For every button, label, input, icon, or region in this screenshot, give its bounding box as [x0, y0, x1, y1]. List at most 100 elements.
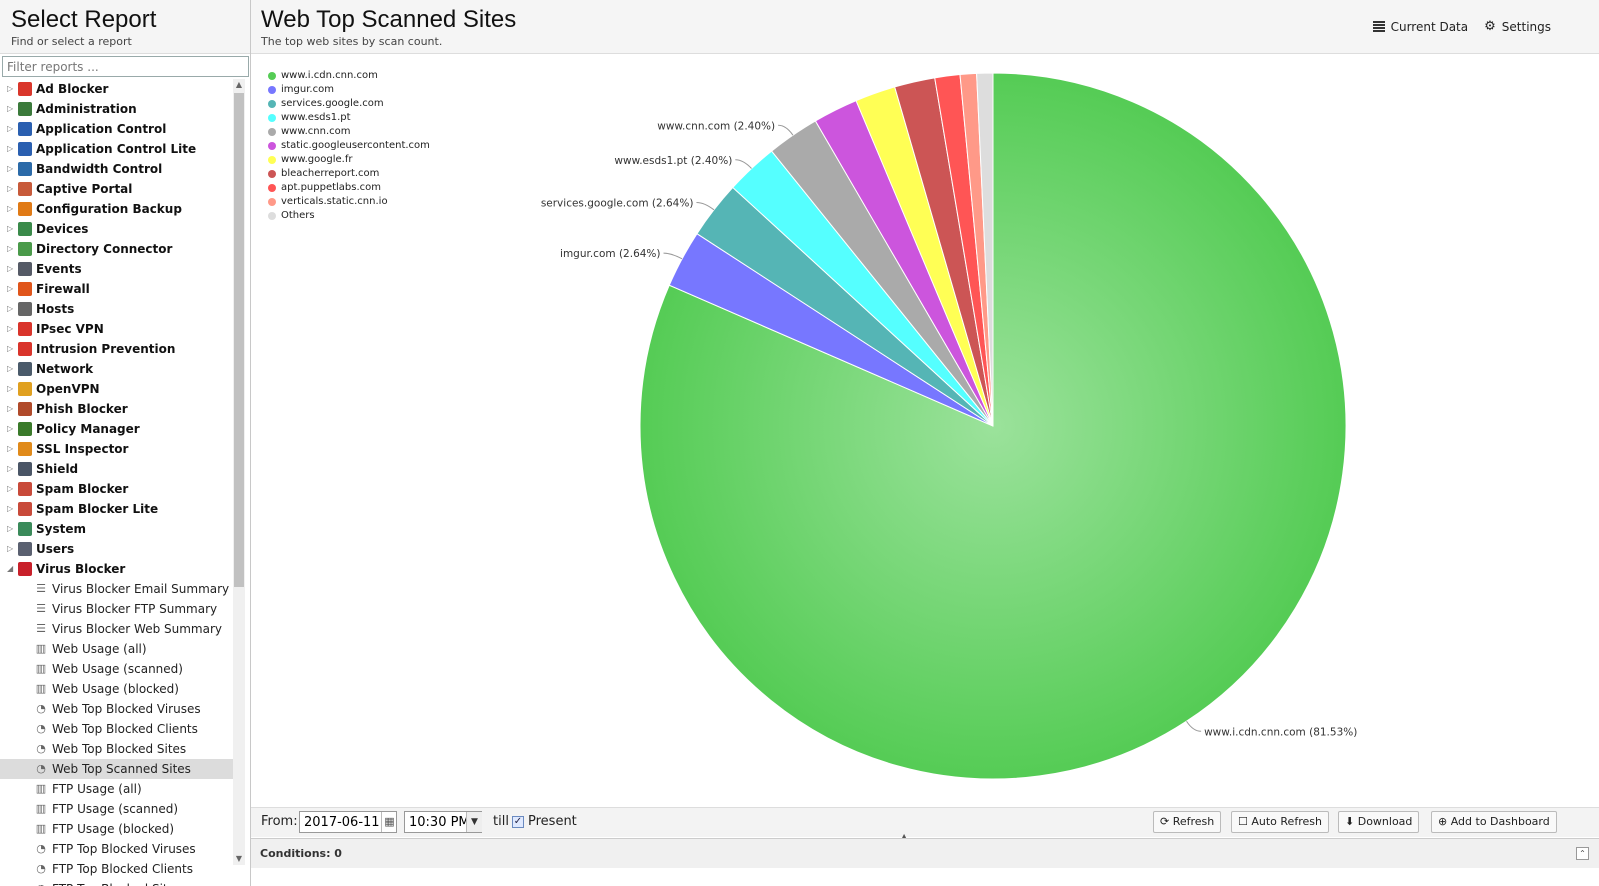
tree-report-item[interactable]: ◔ FTP Top Blocked Clients: [0, 859, 236, 879]
tree-category[interactable]: ▷ Bandwidth Control: [0, 159, 236, 179]
legend-item[interactable]: www.esds1.pt: [268, 111, 430, 125]
scroll-down-icon[interactable]: ▼: [235, 854, 243, 863]
download-button[interactable]: ⬇ Download: [1338, 811, 1420, 833]
expand-arrow-icon[interactable]: ▷: [7, 524, 14, 533]
legend-item[interactable]: apt.puppetlabs.com: [268, 181, 430, 195]
legend-item[interactable]: static.googleusercontent.com: [268, 139, 430, 153]
chevron-down-icon[interactable]: ▼: [466, 812, 482, 832]
pie-chart-icon: ◔: [36, 862, 46, 875]
from-time-field[interactable]: [404, 811, 482, 833]
expand-arrow-icon[interactable]: ▷: [7, 484, 14, 493]
legend-item[interactable]: Others: [268, 209, 430, 223]
tree-category[interactable]: ▷ Application Control: [0, 119, 236, 139]
tree-category[interactable]: ▷ Captive Portal: [0, 179, 236, 199]
pie-slice[interactable]: [976, 72, 994, 427]
panel-splitter-handle[interactable]: ▲: [901, 832, 908, 841]
tree-report-item[interactable]: ☰ Virus Blocker Email Summary: [0, 579, 236, 599]
tree-category-label: Events: [36, 262, 82, 276]
tree-report-item[interactable]: ◔ Web Top Blocked Sites: [0, 739, 236, 759]
expand-arrow-icon[interactable]: ▷: [7, 104, 14, 113]
from-date-field[interactable]: [299, 811, 397, 833]
expand-arrow-icon[interactable]: ▷: [7, 504, 14, 513]
tree-report-item[interactable]: ◔ FTP Top Blocked Sites: [0, 879, 236, 886]
expand-arrow-icon[interactable]: ▷: [7, 144, 14, 153]
add-to-dashboard-button[interactable]: ⊕ Add to Dashboard: [1431, 811, 1557, 833]
legend-item[interactable]: www.i.cdn.cnn.com: [268, 69, 430, 83]
tree-report-item[interactable]: ▥ Web Usage (blocked): [0, 679, 236, 699]
tree-category[interactable]: ▷ Directory Connector: [0, 239, 236, 259]
auto-refresh-button[interactable]: ☐ Auto Refresh: [1231, 811, 1329, 833]
tree-category[interactable]: ▷ Shield: [0, 459, 236, 479]
legend-item[interactable]: www.google.fr: [268, 153, 430, 167]
expand-arrow-icon[interactable]: ▷: [7, 224, 14, 233]
expand-arrow-icon[interactable]: ▷: [7, 124, 14, 133]
tree-category[interactable]: ▷ Administration: [0, 99, 236, 119]
present-checkbox[interactable]: ✓: [512, 816, 524, 828]
refresh-button[interactable]: ⟳ Refresh: [1153, 811, 1222, 833]
tree-category[interactable]: ▷ Ad Blocker: [0, 79, 236, 99]
expand-arrow-icon[interactable]: ▷: [7, 284, 14, 293]
tree-category[interactable]: ▷ Intrusion Prevention: [0, 339, 236, 359]
tree-category[interactable]: ▷ Network: [0, 359, 236, 379]
tree-category[interactable]: ▷ Users: [0, 539, 236, 559]
expand-arrow-icon[interactable]: ▷: [7, 244, 14, 253]
tree-category[interactable]: ▷ Phish Blocker: [0, 399, 236, 419]
calendar-icon[interactable]: ▦: [381, 812, 397, 832]
expand-arrow-icon[interactable]: ▷: [7, 324, 14, 333]
legend-item[interactable]: www.cnn.com: [268, 125, 430, 139]
tree-category[interactable]: ▷ SSL Inspector: [0, 439, 236, 459]
expand-arrow-icon[interactable]: ▷: [7, 404, 14, 413]
legend-item[interactable]: verticals.static.cnn.io: [268, 195, 430, 209]
expand-arrow-icon[interactable]: ▷: [7, 164, 14, 173]
conditions-bar[interactable]: Conditions: 0 ⌃: [251, 838, 1599, 868]
expand-arrow-icon[interactable]: ▷: [7, 344, 14, 353]
filter-reports-input[interactable]: [2, 56, 249, 77]
expand-arrow-icon[interactable]: ▷: [7, 304, 14, 313]
expand-arrow-icon[interactable]: ▷: [7, 204, 14, 213]
report-tree-scroll-thumb[interactable]: [234, 93, 244, 587]
settings-button[interactable]: ⚙ Settings: [1484, 19, 1551, 34]
tree-report-item[interactable]: ☰ Virus Blocker FTP Summary: [0, 599, 236, 619]
scroll-up-icon[interactable]: ▲: [235, 80, 243, 89]
expand-arrow-icon[interactable]: ▷: [7, 444, 14, 453]
tree-report-item[interactable]: ◔ Web Top Blocked Clients: [0, 719, 236, 739]
tree-report-item[interactable]: ◔ Web Top Scanned Sites: [0, 759, 236, 779]
tree-category[interactable]: ▷ System: [0, 519, 236, 539]
tree-report-item[interactable]: ▥ FTP Usage (all): [0, 779, 236, 799]
tree-category[interactable]: ▷ Hosts: [0, 299, 236, 319]
expand-arrow-icon[interactable]: ▷: [7, 364, 14, 373]
tree-category[interactable]: ▷ OpenVPN: [0, 379, 236, 399]
tree-category[interactable]: ▷ Policy Manager: [0, 419, 236, 439]
tree-category[interactable]: ▷ Events: [0, 259, 236, 279]
expand-arrow-icon[interactable]: ▷: [7, 464, 14, 473]
expand-arrow-icon[interactable]: ▷: [7, 184, 14, 193]
expand-arrow-icon[interactable]: ▷: [7, 84, 14, 93]
tree-category[interactable]: ▷ Spam Blocker: [0, 479, 236, 499]
tree-report-item[interactable]: ▥ FTP Usage (blocked): [0, 819, 236, 839]
legend-item[interactable]: bleacherreport.com: [268, 167, 430, 181]
legend-item[interactable]: services.google.com: [268, 97, 430, 111]
tree-report-item[interactable]: ▥ Web Usage (all): [0, 639, 236, 659]
bar-chart-icon: ▥: [35, 782, 47, 795]
tree-report-item[interactable]: ◔ FTP Top Blocked Viruses: [0, 839, 236, 859]
tree-report-item[interactable]: ☰ Virus Blocker Web Summary: [0, 619, 236, 639]
expand-arrow-icon[interactable]: ▷: [7, 544, 14, 553]
expand-arrow-icon[interactable]: ▷: [7, 384, 14, 393]
tree-category[interactable]: ▷ Configuration Backup: [0, 199, 236, 219]
tree-category[interactable]: ▷ Firewall: [0, 279, 236, 299]
tree-report-label: FTP Usage (scanned): [52, 802, 179, 816]
tree-report-item[interactable]: ▥ Web Usage (scanned): [0, 659, 236, 679]
legend-item[interactable]: imgur.com: [268, 83, 430, 97]
current-data-button[interactable]: Current Data: [1372, 19, 1468, 34]
expand-icon[interactable]: ⌃: [1576, 847, 1589, 860]
collapse-arrow-icon[interactable]: ◢: [7, 564, 14, 573]
tree-category[interactable]: ◢ Virus Blocker: [0, 559, 236, 579]
tree-report-item[interactable]: ◔ Web Top Blocked Viruses: [0, 699, 236, 719]
tree-category[interactable]: ▷ IPsec VPN: [0, 319, 236, 339]
tree-category[interactable]: ▷ Application Control Lite: [0, 139, 236, 159]
expand-arrow-icon[interactable]: ▷: [7, 264, 14, 273]
expand-arrow-icon[interactable]: ▷: [7, 424, 14, 433]
tree-category[interactable]: ▷ Spam Blocker Lite: [0, 499, 236, 519]
tree-category[interactable]: ▷ Devices: [0, 219, 236, 239]
tree-report-item[interactable]: ▥ FTP Usage (scanned): [0, 799, 236, 819]
